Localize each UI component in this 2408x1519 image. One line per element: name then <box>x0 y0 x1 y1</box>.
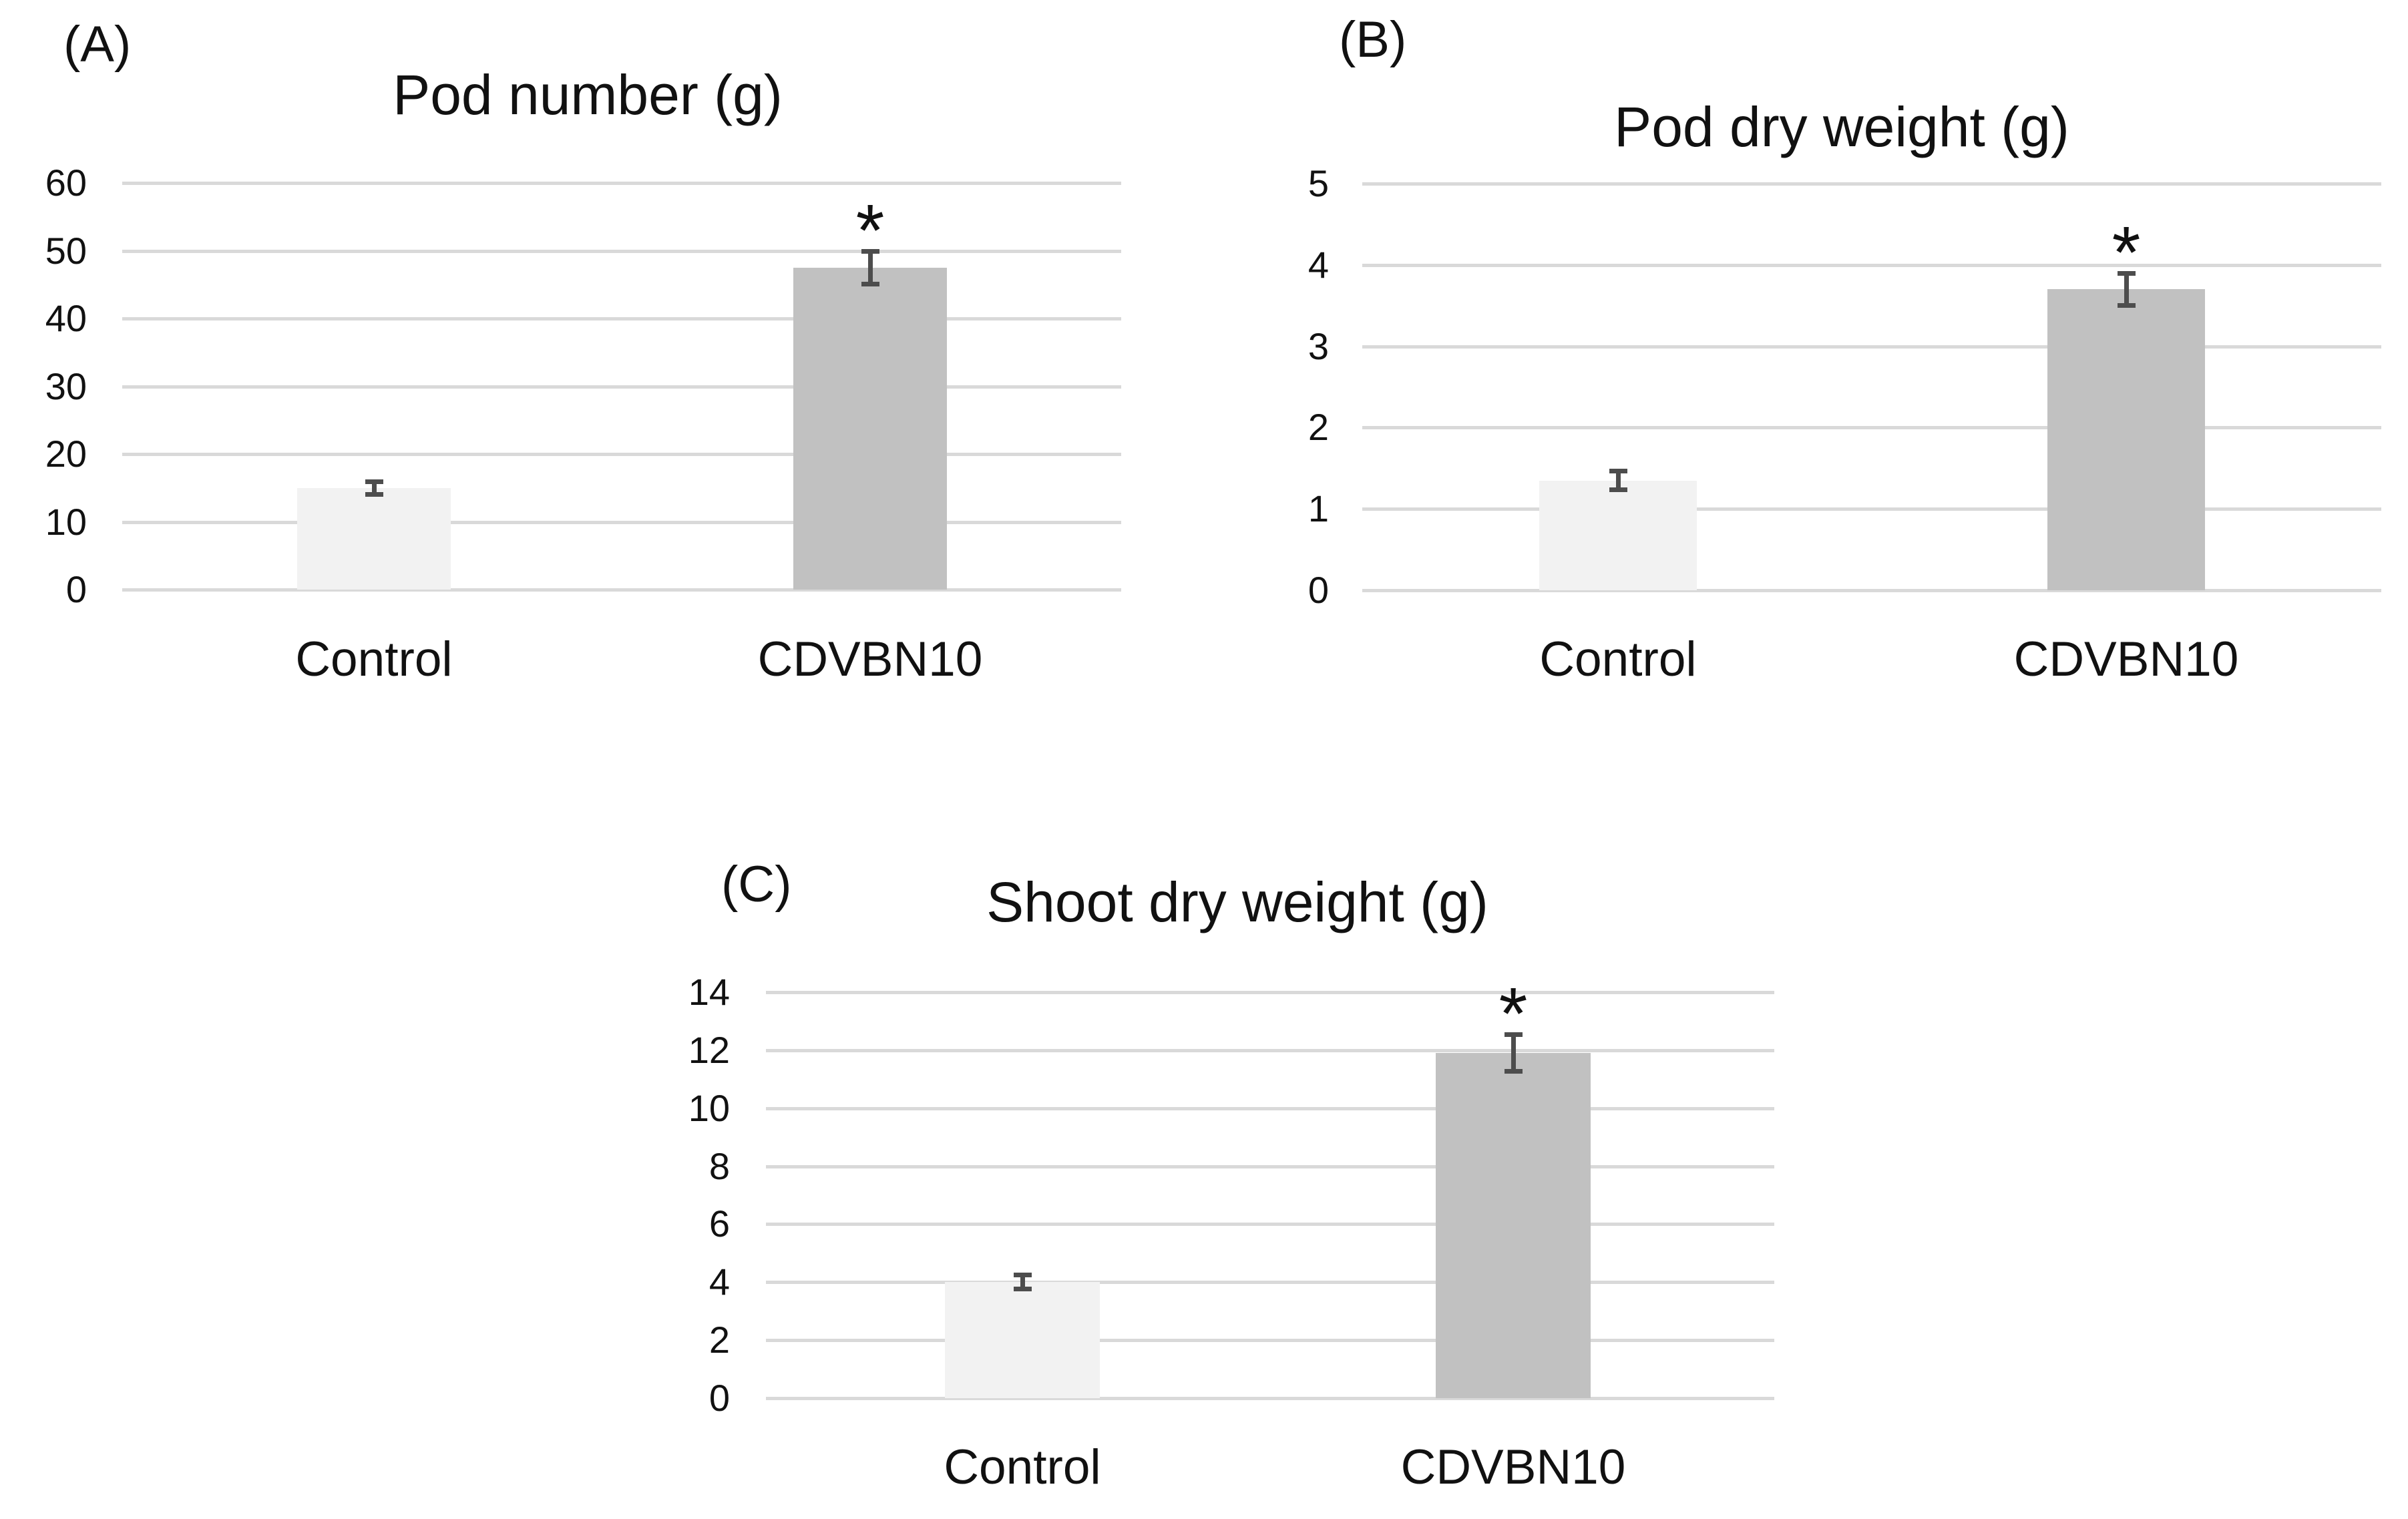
gridline <box>766 1281 1774 1285</box>
y-tick-label: 4 <box>1308 243 1329 286</box>
error-bar <box>1020 1275 1025 1290</box>
significance-asterisk: * <box>2112 211 2141 294</box>
gridline <box>1362 263 2381 267</box>
panel-b-title: Pod dry weight (g) <box>1614 95 2069 158</box>
y-tick-label: 14 <box>688 971 730 1013</box>
error-bar <box>371 481 377 495</box>
x-category-label: CDVBN10 <box>2013 632 2239 686</box>
error-bar <box>867 250 873 285</box>
x-category-label: CDVBN10 <box>1400 1440 1626 1494</box>
x-category-label: CDVBN10 <box>757 632 983 686</box>
error-bar-cap-bottom <box>861 282 879 287</box>
error-bar-cap-bottom <box>365 491 383 497</box>
gridline <box>1362 182 2381 186</box>
y-tick-label: 10 <box>45 500 87 543</box>
gridline <box>766 1164 1774 1168</box>
y-tick-label: 60 <box>45 162 87 204</box>
error-bar <box>1511 1034 1516 1072</box>
y-tick-label: 50 <box>45 229 87 272</box>
significance-asterisk: * <box>855 189 885 272</box>
gridline <box>1362 426 2381 430</box>
panel-c-label: (C) <box>721 856 792 913</box>
error-bar <box>1615 470 1621 491</box>
y-tick-label: 3 <box>1308 324 1329 367</box>
y-tick-label: 4 <box>709 1261 730 1303</box>
error-bar <box>2124 272 2129 306</box>
gridline <box>1362 589 2381 592</box>
error-bar-cap-top <box>2117 270 2136 276</box>
x-category-label: Control <box>295 632 453 686</box>
gridline <box>122 588 1121 592</box>
significance-asterisk: * <box>1498 972 1528 1055</box>
panel-a-label: (A) <box>63 16 132 73</box>
gridline <box>766 1048 1774 1052</box>
error-bar-cap-top <box>1013 1273 1032 1278</box>
gridline <box>122 317 1121 320</box>
y-tick-label: 12 <box>688 1028 730 1071</box>
y-tick-label: 8 <box>709 1144 730 1187</box>
x-category-label: Control <box>1539 632 1697 686</box>
y-tick-label: 5 <box>1308 162 1329 204</box>
error-bar-cap-bottom <box>1504 1069 1523 1074</box>
bar-cdvbn10 <box>1436 1053 1591 1398</box>
gridline <box>766 1223 1774 1227</box>
error-bar-cap-bottom <box>1609 487 1627 493</box>
bar-control <box>297 487 451 590</box>
error-bar-cap-top <box>365 479 383 484</box>
y-tick-label: 10 <box>688 1086 730 1129</box>
y-tick-label: 1 <box>1308 487 1329 530</box>
error-bar-cap-top <box>861 248 879 254</box>
gridline <box>122 385 1121 389</box>
y-tick-label: 2 <box>709 1319 730 1361</box>
gridline <box>766 1397 1774 1400</box>
error-bar-cap-top <box>1609 468 1627 473</box>
bar-control <box>1539 480 1697 590</box>
gridline <box>122 453 1121 456</box>
panel-a-title: Pod number (g) <box>393 63 783 126</box>
gridline <box>1362 345 2381 349</box>
bar-cdvbn10 <box>2047 289 2205 590</box>
bar-cdvbn10 <box>793 267 947 590</box>
panel-b-label: (B) <box>1339 11 1407 68</box>
gridline <box>1362 507 2381 511</box>
error-bar-cap-bottom <box>2117 302 2136 308</box>
y-tick-label: 20 <box>45 433 87 475</box>
y-tick-label: 0 <box>709 1377 730 1419</box>
x-category-label: Control <box>944 1440 1101 1494</box>
error-bar-cap-top <box>1504 1032 1523 1037</box>
bar-control <box>945 1282 1100 1398</box>
gridline <box>122 520 1121 524</box>
y-tick-label: 6 <box>709 1203 730 1245</box>
y-tick-label: 30 <box>45 365 87 407</box>
error-bar-cap-bottom <box>1013 1287 1032 1292</box>
y-tick-label: 0 <box>65 568 87 610</box>
y-tick-label: 0 <box>1308 569 1329 611</box>
gridline <box>122 249 1121 253</box>
y-tick-label: 2 <box>1308 406 1329 449</box>
panel-c-title: Shoot dry weight (g) <box>986 871 1488 933</box>
gridline <box>766 991 1774 994</box>
gridline <box>766 1106 1774 1110</box>
gridline <box>122 182 1121 185</box>
gridline <box>766 1339 1774 1343</box>
y-tick-label: 40 <box>45 297 87 339</box>
